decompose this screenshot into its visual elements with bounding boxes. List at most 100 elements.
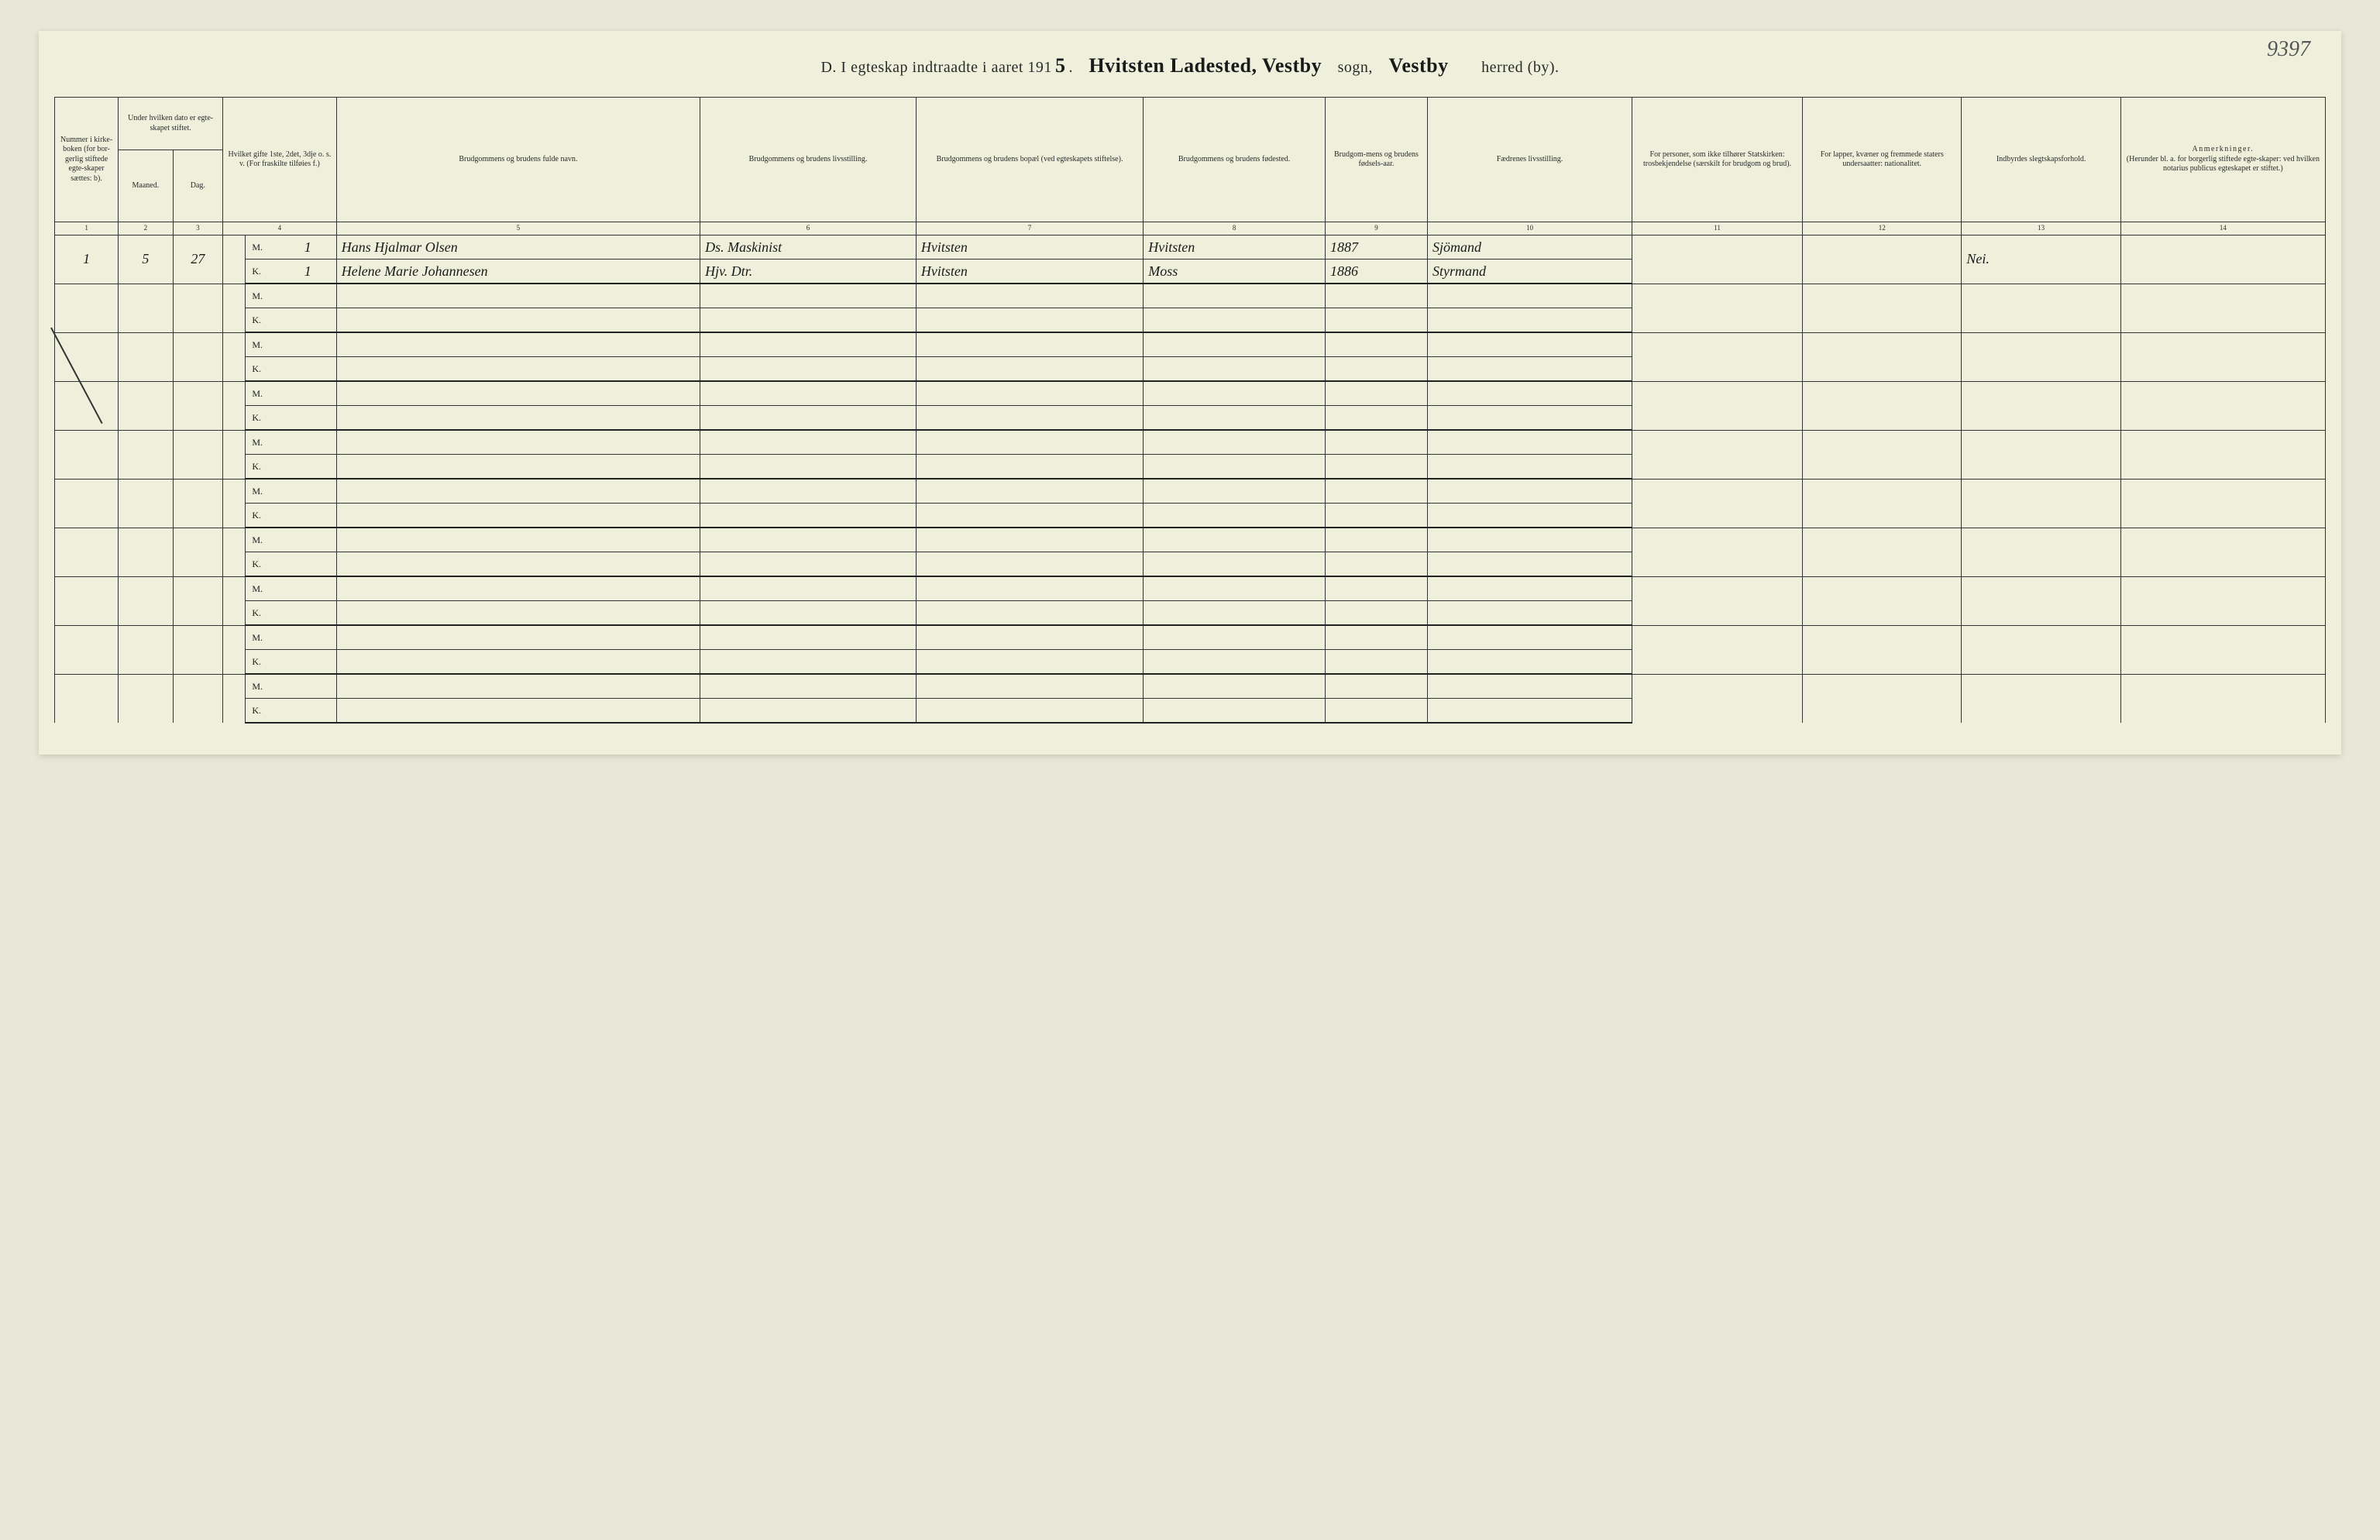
cell-brace: [223, 674, 246, 723]
cell-tros: [1632, 284, 1803, 332]
cell-stilling: [700, 625, 917, 650]
cell-aar: [1325, 381, 1427, 406]
cell-stilling: [700, 650, 917, 675]
cell-gifte: [280, 528, 336, 552]
cell-nat: [1803, 576, 1962, 625]
cn-2: 2: [119, 222, 173, 235]
cell-mk-k: K.: [246, 357, 280, 382]
cell-gifte: [280, 357, 336, 382]
cell-slegt: [1962, 284, 2120, 332]
hdr-11: For personer, som ikke tilhører Statskir…: [1632, 98, 1803, 222]
cell-aar: [1325, 674, 1427, 699]
cell-tros: [1632, 235, 1803, 284]
table-row: M.: [55, 479, 2326, 504]
title-herred-by: herred (by).: [1481, 59, 1559, 76]
cell-name: [336, 357, 700, 382]
cell-mk-k: K.: [246, 504, 280, 528]
cn-7: 7: [916, 222, 1143, 235]
table-row: M.: [55, 332, 2326, 357]
cell-fodested: [1144, 430, 1326, 455]
hdr-9: Brudgom-mens og brudens fødsels-aar.: [1325, 98, 1427, 222]
cell-aar: [1325, 308, 1427, 333]
cell-bopael: [916, 504, 1143, 528]
cell-fodested: [1144, 308, 1326, 333]
cell-gifte: [280, 625, 336, 650]
title-dot: .: [1068, 59, 1073, 76]
cell-bopael: [916, 406, 1143, 431]
cell-brace: [223, 528, 246, 576]
cell-aar: [1325, 625, 1427, 650]
cell-gifte: 1: [280, 260, 336, 284]
cell-gifte: [280, 552, 336, 577]
cell-anm: [2120, 479, 2325, 528]
cell-mk-m: M.: [246, 381, 280, 406]
title-sogn: sogn,: [1338, 59, 1373, 76]
cell-name: [336, 504, 700, 528]
cell-gifte: [280, 455, 336, 480]
cell-gifte: [280, 674, 336, 699]
cell-mk-m: M.: [246, 235, 280, 260]
cell-num: [55, 381, 119, 430]
cell-bopael: [916, 625, 1143, 650]
cell-far: [1427, 381, 1632, 406]
cell-mk-k: K.: [246, 455, 280, 480]
cell-num: [55, 625, 119, 674]
cell-far: [1427, 406, 1632, 431]
cell-nat: [1803, 479, 1962, 528]
hdr-12: For lapper, kvæner og fremmede staters u…: [1803, 98, 1962, 222]
cell-brace: [223, 381, 246, 430]
cell-brace: [223, 235, 246, 284]
cell-name: [336, 601, 700, 626]
cell-fodested: Moss: [1144, 260, 1326, 284]
cell-stilling: [700, 455, 917, 480]
cn-4: 4: [223, 222, 337, 235]
cell-month: [119, 430, 173, 479]
cell-fodested: [1144, 504, 1326, 528]
hdr-2-month: Maaned.: [119, 150, 173, 222]
cell-name: [336, 479, 700, 504]
cell-brace: [223, 332, 246, 381]
cell-gifte: [280, 576, 336, 601]
cell-bopael: [916, 381, 1143, 406]
cell-num: 1: [55, 235, 119, 284]
cell-far: [1427, 308, 1632, 333]
cell-far: Sjömand: [1427, 235, 1632, 260]
cell-gifte: [280, 650, 336, 675]
cell-day: [173, 479, 223, 528]
cell-anm: [2120, 284, 2325, 332]
cell-month: [119, 674, 173, 723]
title-year-digit: 5: [1052, 54, 1069, 77]
cn-14: 14: [2120, 222, 2325, 235]
cell-aar: [1325, 430, 1427, 455]
cell-far: [1427, 504, 1632, 528]
cell-gifte: [280, 601, 336, 626]
cell-name: [336, 552, 700, 577]
cell-aar: [1325, 699, 1427, 724]
cell-mk-k: K.: [246, 650, 280, 675]
hdr-5: Brudgommens og brudens fulde navn.: [336, 98, 700, 222]
cell-aar: [1325, 332, 1427, 357]
cell-stilling: [700, 479, 917, 504]
cell-mk-k: K.: [246, 260, 280, 284]
cell-far: [1427, 601, 1632, 626]
cell-far: [1427, 650, 1632, 675]
cell-mk-k: K.: [246, 308, 280, 333]
cell-month: [119, 479, 173, 528]
cell-anm: [2120, 381, 2325, 430]
cn-6: 6: [700, 222, 917, 235]
cell-tros: [1632, 576, 1803, 625]
cell-slegt: [1962, 625, 2120, 674]
cell-bopael: Hvitsten: [916, 260, 1143, 284]
cell-name: Helene Marie Johannesen: [336, 260, 700, 284]
cell-fodested: [1144, 650, 1326, 675]
cell-tros: [1632, 430, 1803, 479]
cell-mk-m: M.: [246, 576, 280, 601]
cell-stilling: [700, 552, 917, 577]
cell-slegt: [1962, 576, 2120, 625]
cell-num: [55, 576, 119, 625]
cell-slegt: [1962, 381, 2120, 430]
cell-nat: [1803, 625, 1962, 674]
cell-num: [55, 332, 119, 381]
cell-slegt: [1962, 674, 2120, 723]
cell-brace: [223, 576, 246, 625]
